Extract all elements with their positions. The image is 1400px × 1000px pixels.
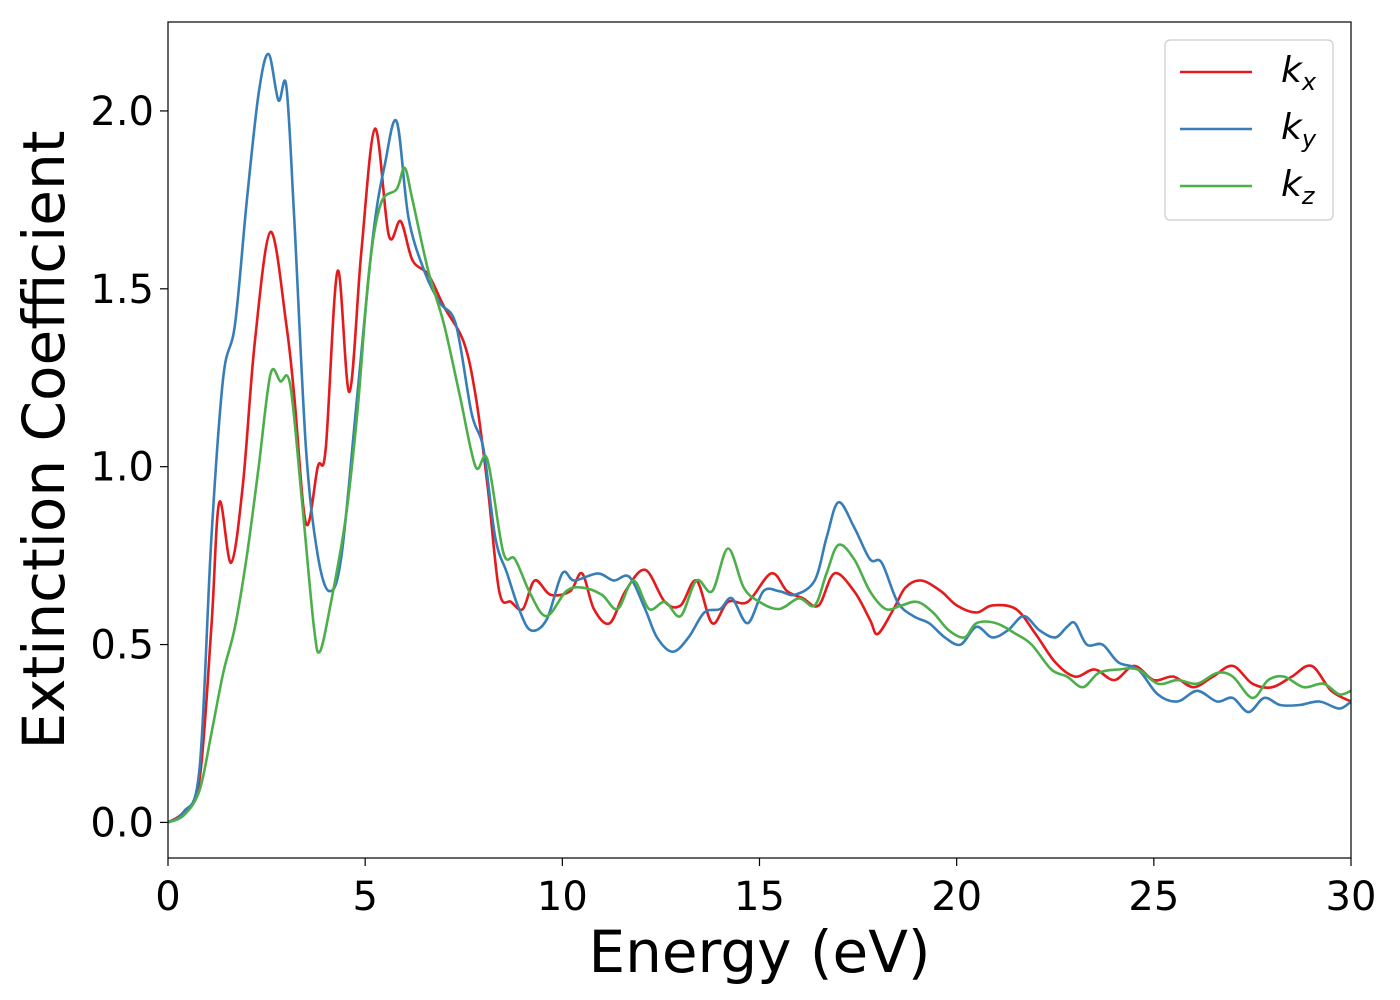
x-axis-title: Energy (eV) xyxy=(588,918,930,986)
series-line-ky xyxy=(168,52,1351,824)
y-tick-label: 1.5 xyxy=(90,267,154,313)
y-axis-title: Extinction Coefficient xyxy=(10,131,78,750)
y-tick-label: 0.0 xyxy=(90,800,154,846)
legend: kx ky kz xyxy=(1164,39,1334,221)
x-tick-label: 30 xyxy=(1326,874,1377,920)
x-tick-label: 20 xyxy=(931,874,982,920)
x-tick-label: 0 xyxy=(155,874,180,920)
y-tick-label: 0.5 xyxy=(90,623,154,669)
y-tick-label: 2.0 xyxy=(90,89,154,135)
legend-label-ky: ky xyxy=(1281,107,1317,153)
legend-label-kx: kx xyxy=(1281,50,1317,96)
y-tick-label: 1.0 xyxy=(90,445,154,491)
x-tick-label: 15 xyxy=(734,874,785,920)
x-tick-label: 10 xyxy=(537,874,588,920)
series-layer xyxy=(168,52,1351,824)
y-axis-ticks: 0.0 0.5 1.0 1.5 2.0 xyxy=(90,89,168,846)
x-tick-label: 5 xyxy=(352,874,377,920)
x-tick-label: 25 xyxy=(1128,874,1179,920)
series-line-kz xyxy=(168,166,1351,824)
legend-label-kz: kz xyxy=(1281,164,1316,210)
x-axis-ticks: 0 5 10 15 20 25 30 xyxy=(155,858,1376,920)
